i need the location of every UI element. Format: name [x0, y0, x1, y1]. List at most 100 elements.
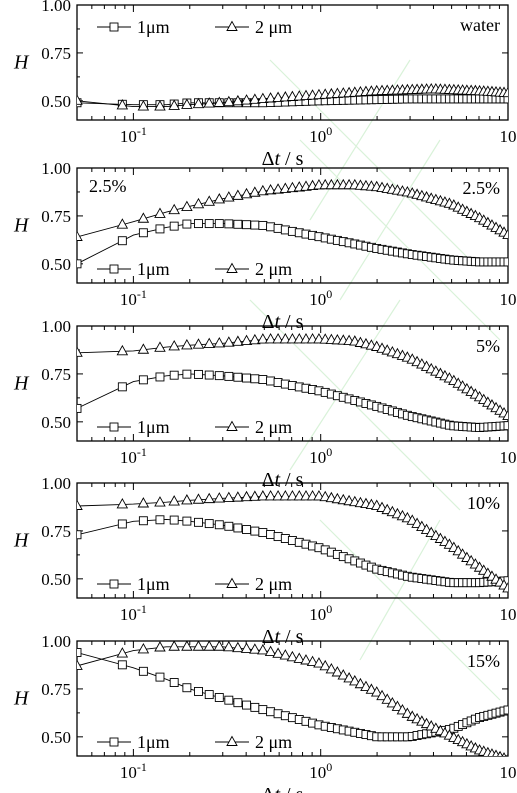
chart-panel-5: 0.50 0.75 1.00 10-1 100 10 Δt / s H 1μm 2 μm 15% — [13, 632, 517, 793]
data-point-triangle — [223, 95, 235, 107]
data-point-square — [138, 666, 148, 676]
x-tick-label: 10 — [500, 290, 517, 309]
data-point-square — [242, 525, 251, 535]
data-point-square — [266, 376, 276, 386]
data-point-square — [138, 228, 148, 238]
data-point-triangle — [381, 693, 393, 704]
series-layer — [77, 641, 508, 756]
data-point-square — [77, 259, 82, 269]
legend: 1μm 2 μm — [97, 259, 292, 279]
data-point-triangle — [257, 333, 269, 344]
data-point-square — [250, 526, 260, 536]
plot-frame — [76, 325, 509, 442]
series-line-1 — [77, 652, 508, 738]
data-point-square — [273, 378, 283, 388]
data-point-triangle — [137, 212, 150, 223]
x-tick-label: 10 — [500, 605, 517, 624]
data-point-square — [233, 523, 243, 533]
x-axis-title: Δt / s — [262, 311, 304, 333]
data-point-square — [194, 369, 203, 379]
data-point-triangle — [502, 581, 508, 593]
panel-tag: 2.5% — [463, 178, 501, 198]
data-point-square — [138, 375, 148, 385]
data-point-triangle — [279, 91, 292, 102]
x-axis-title: Δt / s — [262, 148, 304, 170]
data-point-triangle — [77, 94, 83, 105]
legend: 1μm 2 μm — [97, 417, 292, 437]
data-point-square — [224, 521, 234, 531]
data-point-triangle — [203, 492, 215, 504]
data-point-triangle — [279, 649, 292, 660]
data-point-triangle — [213, 96, 226, 107]
legend-label: 2 μm — [255, 732, 292, 752]
data-point-triangle — [257, 490, 269, 501]
y-axis-title: H — [13, 530, 30, 552]
legend-label: 2 μm — [255, 17, 292, 37]
data-point-triangle — [223, 191, 235, 202]
data-point-square — [204, 219, 214, 229]
data-point-triangle — [257, 644, 269, 655]
legend-label: 2 μm — [255, 259, 292, 279]
legend-label: 1μm — [137, 732, 170, 752]
y-tick-label: 1.00 — [41, 632, 71, 651]
data-point-square — [204, 370, 214, 380]
data-point-triangle — [264, 183, 277, 195]
x-tick-label: 10 — [500, 127, 517, 146]
panel-tag: 10% — [467, 493, 500, 513]
data-point-square — [273, 709, 283, 719]
data-point-triangle — [181, 200, 193, 211]
data-point-square — [155, 672, 165, 682]
data-point-triangle — [249, 93, 261, 104]
data-point-square — [117, 660, 127, 670]
legend-label: 1μm — [137, 17, 170, 37]
x-tick-label: 10-1 — [120, 602, 147, 624]
series-layer — [77, 178, 508, 269]
data-point-triangle — [203, 195, 215, 206]
x-tick-label: 10-1 — [120, 445, 147, 467]
data-point-triangle — [349, 674, 361, 686]
data-point-triangle — [319, 659, 331, 671]
data-point-square — [182, 683, 192, 693]
data-point-triangle — [223, 491, 235, 503]
plot-frame — [76, 4, 509, 121]
legend-label: 2 μm — [255, 574, 292, 594]
legend-marker-triangle — [226, 262, 238, 273]
data-point-triangle — [286, 332, 299, 344]
data-point-square — [250, 220, 260, 230]
data-point-square — [214, 371, 224, 381]
legend-marker-square — [109, 22, 119, 32]
x-tick-label: 10 — [500, 448, 517, 467]
x-axis-title: Δt / s — [262, 469, 304, 491]
data-point-square — [233, 219, 243, 229]
series-layer — [77, 332, 508, 432]
y-axis-title: H — [13, 688, 30, 710]
legend-marker-triangle — [226, 735, 238, 746]
data-point-square — [503, 705, 508, 715]
data-point-triangle — [203, 641, 215, 651]
data-point-triangle — [272, 332, 284, 344]
data-point-triangle — [213, 337, 226, 348]
data-point-triangle — [192, 641, 205, 651]
data-point-triangle — [168, 641, 180, 651]
data-point-triangle — [391, 700, 404, 711]
data-point-triangle — [343, 672, 355, 683]
data-point-square — [214, 693, 224, 702]
data-point-square — [77, 403, 82, 413]
data-point-triangle — [203, 337, 215, 348]
data-point-triangle — [154, 100, 166, 111]
x-tick-label: 100 — [309, 602, 332, 624]
data-point-triangle — [223, 336, 235, 347]
y-tick-label: 1.00 — [41, 159, 71, 178]
data-point-triangle — [501, 752, 507, 756]
watermark-line-3 — [319, 519, 501, 701]
data-point-triangle — [116, 498, 129, 509]
data-point-triangle — [154, 207, 166, 218]
data-point-triangle — [249, 333, 261, 345]
plot-frame — [76, 482, 509, 599]
data-point-triangle — [232, 189, 244, 200]
data-point-triangle — [240, 334, 253, 346]
data-point-triangle — [240, 94, 253, 105]
y-tick-label: 0.75 — [41, 44, 71, 63]
data-point-square — [258, 705, 268, 715]
y-tick-label: 0.50 — [41, 92, 71, 111]
